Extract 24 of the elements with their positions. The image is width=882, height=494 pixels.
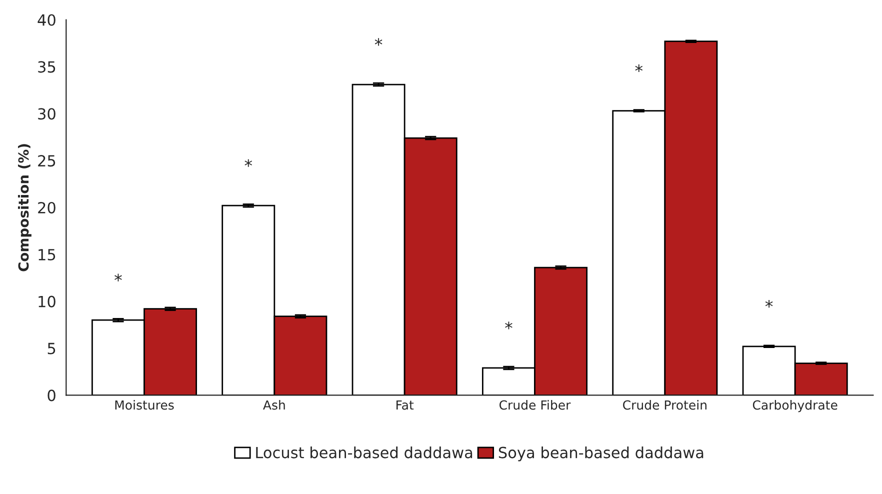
y-axis-title: Composition (%) [18, 144, 32, 272]
y-tick-label: 15 [38, 249, 56, 260]
y-tick-label: 20 [38, 202, 56, 214]
y-tick-label: 5 [48, 342, 56, 354]
legend-label: Soya bean-based daddawa [498, 446, 704, 462]
y-tick-label: 10 [38, 296, 56, 308]
annotation: * [374, 38, 382, 46]
annotation: * [244, 159, 252, 167]
y-tick-label: 35 [38, 61, 56, 73]
y-tick-label: 0 [48, 390, 56, 402]
y-tick-label: 25 [38, 155, 56, 167]
y-tick-label: 40 [38, 14, 56, 26]
y-tick-label: 30 [38, 108, 56, 120]
x-tick-label: Ash [263, 400, 285, 410]
x-tick-label: Fat [396, 400, 414, 410]
x-tick-label: Crude Fiber [499, 400, 571, 410]
x-tick-label: Crude Protein [623, 400, 706, 410]
legend-label: Locust bean-based daddawa [256, 446, 472, 458]
annotation: * [114, 274, 122, 282]
x-tick-label: Moistures [115, 400, 174, 410]
annotation: * [635, 64, 643, 72]
x-tick-label: Carbohydrate [752, 400, 838, 412]
annotation: * [505, 322, 512, 330]
annotation: * [765, 300, 773, 308]
